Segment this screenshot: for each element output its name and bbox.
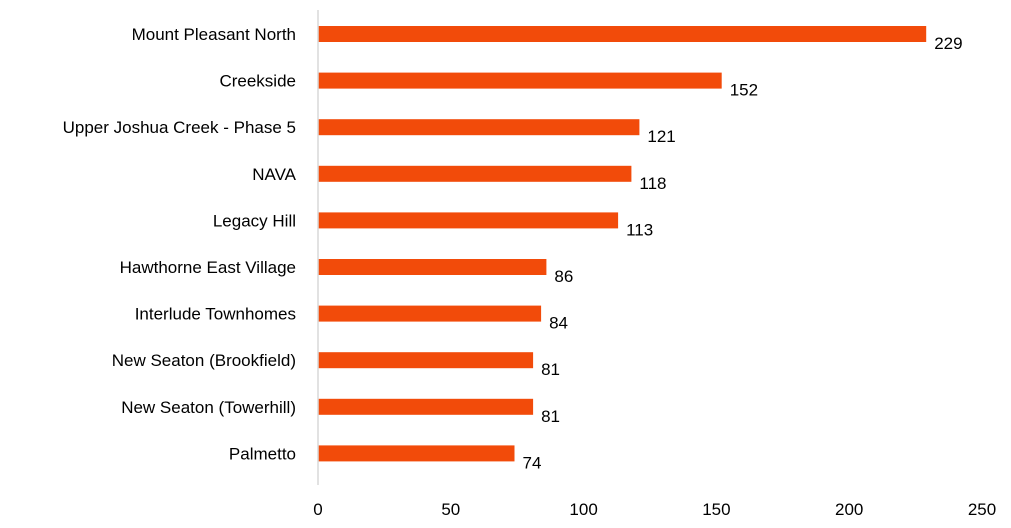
category-label: Hawthorne East Village (120, 258, 296, 277)
value-label: 152 (730, 81, 758, 100)
bar-7 (318, 352, 534, 369)
x-tick-label: 200 (835, 500, 863, 519)
category-label: New Seaton (Brookfield) (112, 351, 296, 370)
value-label: 118 (639, 174, 666, 193)
value-label: 81 (541, 407, 560, 426)
bars-group (318, 26, 927, 462)
bar-9 (318, 445, 515, 462)
value-label: 81 (541, 360, 560, 379)
x-tick-label: 0 (313, 500, 322, 519)
bar-6 (318, 305, 542, 322)
category-label: Interlude Townhomes (135, 305, 296, 324)
x-tick-label: 250 (968, 500, 996, 519)
value-label: 121 (647, 127, 675, 146)
bar-4 (318, 212, 619, 229)
labels-group: Mount Pleasant North 229 Creekside 152 Upper… (63, 25, 997, 519)
x-tick-label: 150 (702, 500, 730, 519)
bar-5 (318, 259, 547, 275)
bar-2 (318, 119, 640, 136)
category-label: Upper Joshua Creek - Phase 5 (63, 118, 296, 137)
category-label: Creekside (219, 72, 296, 91)
category-label: NAVA (252, 165, 296, 184)
category-label: Mount Pleasant North (132, 25, 296, 44)
category-label: Legacy Hill (213, 211, 296, 230)
value-label: 229 (934, 34, 962, 53)
value-label: 113 (626, 220, 653, 239)
bar-3 (318, 165, 632, 182)
value-label: 84 (549, 314, 568, 333)
value-label: 86 (554, 267, 573, 286)
value-label: 74 (523, 453, 542, 472)
x-tick-label: 100 (569, 500, 597, 519)
bar-8 (318, 398, 534, 415)
bar-1 (318, 72, 722, 89)
category-label: New Seaton (Towerhill) (121, 398, 296, 417)
category-label: Palmetto (229, 444, 296, 463)
bar-0 (318, 26, 927, 42)
x-tick-label: 50 (441, 500, 460, 519)
